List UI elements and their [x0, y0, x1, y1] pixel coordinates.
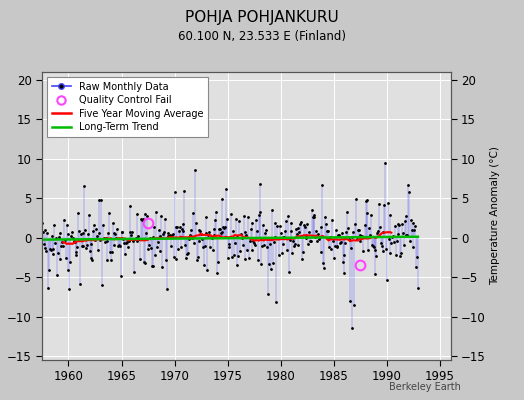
Text: 60.100 N, 23.533 E (Finland): 60.100 N, 23.533 E (Finland) — [178, 30, 346, 43]
Text: POHJA POHJANKURU: POHJA POHJANKURU — [185, 10, 339, 25]
Text: Berkeley Earth: Berkeley Earth — [389, 382, 461, 392]
Y-axis label: Temperature Anomaly (°C): Temperature Anomaly (°C) — [490, 146, 500, 286]
Legend: Raw Monthly Data, Quality Control Fail, Five Year Moving Average, Long-Term Tren: Raw Monthly Data, Quality Control Fail, … — [47, 77, 208, 137]
